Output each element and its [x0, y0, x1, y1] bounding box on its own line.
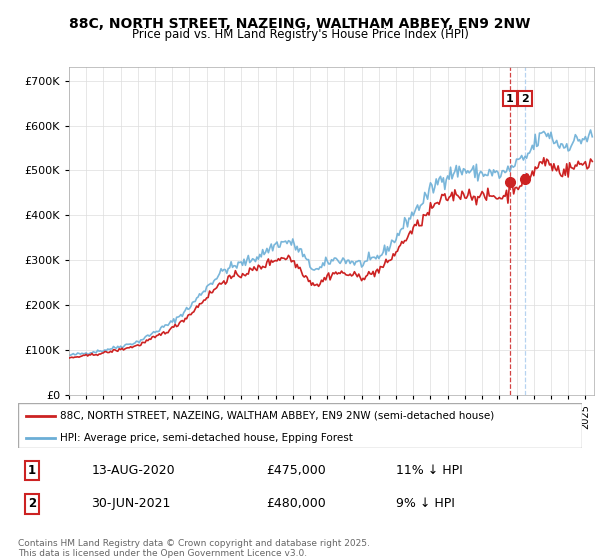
Text: Contains HM Land Registry data © Crown copyright and database right 2025.
This d: Contains HM Land Registry data © Crown c…	[18, 539, 370, 558]
Text: 88C, NORTH STREET, NAZEING, WALTHAM ABBEY, EN9 2NW: 88C, NORTH STREET, NAZEING, WALTHAM ABBE…	[70, 17, 530, 31]
Text: 1: 1	[506, 94, 514, 104]
Text: 11% ↓ HPI: 11% ↓ HPI	[396, 464, 463, 477]
Text: 1: 1	[28, 464, 36, 477]
Text: £480,000: £480,000	[266, 497, 326, 511]
Text: 9% ↓ HPI: 9% ↓ HPI	[396, 497, 455, 511]
Text: 13-AUG-2020: 13-AUG-2020	[91, 464, 175, 477]
FancyBboxPatch shape	[18, 403, 582, 448]
Text: Price paid vs. HM Land Registry's House Price Index (HPI): Price paid vs. HM Land Registry's House …	[131, 28, 469, 41]
Text: £475,000: £475,000	[266, 464, 326, 477]
Text: 88C, NORTH STREET, NAZEING, WALTHAM ABBEY, EN9 2NW (semi-detached house): 88C, NORTH STREET, NAZEING, WALTHAM ABBE…	[60, 410, 494, 421]
Text: 2: 2	[521, 94, 529, 104]
Text: 2: 2	[28, 497, 36, 511]
Text: 30-JUN-2021: 30-JUN-2021	[91, 497, 170, 511]
Text: HPI: Average price, semi-detached house, Epping Forest: HPI: Average price, semi-detached house,…	[60, 433, 353, 443]
